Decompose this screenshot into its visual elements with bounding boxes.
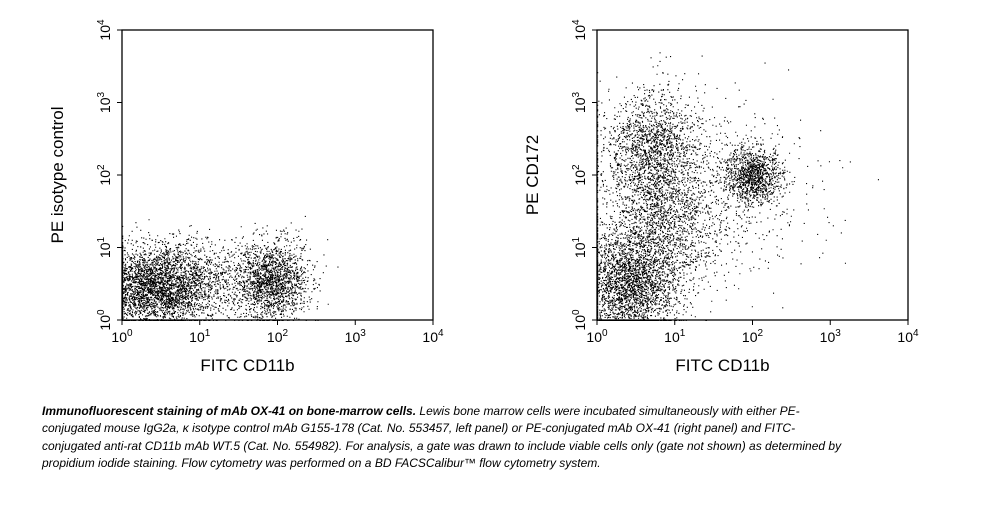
x-tick-label: 100 bbox=[586, 328, 608, 345]
figure-caption: Immunofluorescent staining of mAb OX-41 … bbox=[42, 403, 842, 473]
y-tick-label: 101 bbox=[96, 236, 113, 258]
x-tick-label: 103 bbox=[820, 328, 842, 345]
x-tick-label: 103 bbox=[345, 328, 367, 345]
y-tick-label: 103 bbox=[571, 91, 588, 113]
y-tick-label: 102 bbox=[571, 164, 588, 186]
scatter-plot-left: 100 101 102 103 104 100 101 102 103 104 FITC CD11b… bbox=[48, 19, 444, 375]
left-panel: 100 101 102 103 104 100 101 102 103 104 FITC CD11b… bbox=[0, 0, 470, 385]
scatter-plot-right: 100 101 102 103 104 100 101 102 103 104 FITC CD11b… bbox=[523, 19, 919, 375]
x-tick-label: 101 bbox=[189, 328, 211, 345]
right-panel: 100 101 102 103 104 100 101 102 103 104 FITC CD11b… bbox=[475, 0, 945, 385]
y-tick-label: 100 bbox=[571, 309, 588, 331]
y-tick-label: 102 bbox=[96, 164, 113, 186]
y-tick-label: 101 bbox=[571, 236, 588, 258]
x-tick-label: 102 bbox=[267, 328, 289, 345]
y-axis-label: PE CD172 bbox=[523, 135, 542, 215]
x-tick-label: 104 bbox=[897, 328, 919, 345]
caption-text: Lewis bone marrow cells were incubated s… bbox=[42, 404, 842, 471]
x-axis-label: FITC CD11b bbox=[200, 356, 294, 375]
y-tick-label: 104 bbox=[571, 19, 588, 41]
y-tick-label: 104 bbox=[96, 19, 113, 41]
x-tick-label: 104 bbox=[422, 328, 444, 345]
scatter-dots bbox=[122, 215, 339, 321]
x-tick-label: 100 bbox=[111, 328, 133, 345]
y-tick-label: 103 bbox=[96, 91, 113, 113]
caption-title: Immunofluorescent staining of mAb OX-41 … bbox=[42, 404, 417, 418]
x-tick-label: 102 bbox=[742, 328, 764, 345]
scatter-dots bbox=[597, 52, 879, 322]
y-tick-label: 100 bbox=[96, 309, 113, 331]
x-tick-label: 101 bbox=[664, 328, 686, 345]
y-axis-label: PE isotype control bbox=[48, 106, 67, 243]
x-axis-label: FITC CD11b bbox=[675, 356, 769, 375]
